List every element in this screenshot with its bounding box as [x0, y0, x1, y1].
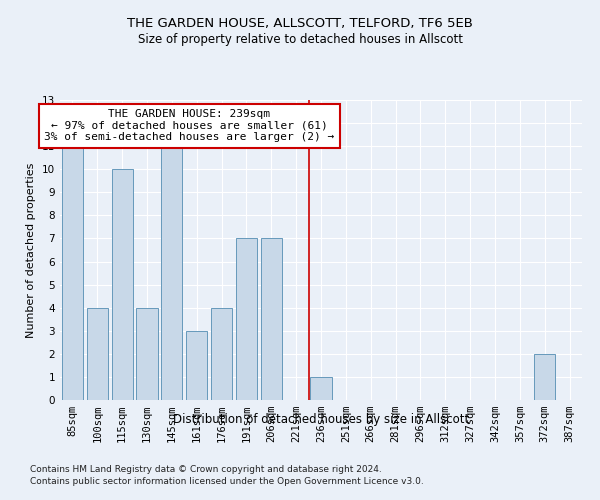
Bar	[161, 146, 182, 400]
Y-axis label: Number of detached properties: Number of detached properties	[26, 162, 37, 338]
Bar	[261, 238, 282, 400]
Bar	[136, 308, 158, 400]
Bar	[211, 308, 232, 400]
Text: Size of property relative to detached houses in Allscott: Size of property relative to detached ho…	[137, 32, 463, 46]
Text: Contains HM Land Registry data © Crown copyright and database right 2024.: Contains HM Land Registry data © Crown c…	[30, 465, 382, 474]
Bar	[87, 308, 108, 400]
Text: Contains public sector information licensed under the Open Government Licence v3: Contains public sector information licen…	[30, 478, 424, 486]
Bar	[236, 238, 257, 400]
Bar	[62, 146, 83, 400]
Bar	[310, 377, 332, 400]
Text: Distribution of detached houses by size in Allscott: Distribution of detached houses by size …	[173, 412, 469, 426]
Bar	[534, 354, 555, 400]
Text: THE GARDEN HOUSE: 239sqm
← 97% of detached houses are smaller (61)
3% of semi-de: THE GARDEN HOUSE: 239sqm ← 97% of detach…	[44, 109, 334, 142]
Text: THE GARDEN HOUSE, ALLSCOTT, TELFORD, TF6 5EB: THE GARDEN HOUSE, ALLSCOTT, TELFORD, TF6…	[127, 18, 473, 30]
Bar	[186, 331, 207, 400]
Bar	[112, 169, 133, 400]
